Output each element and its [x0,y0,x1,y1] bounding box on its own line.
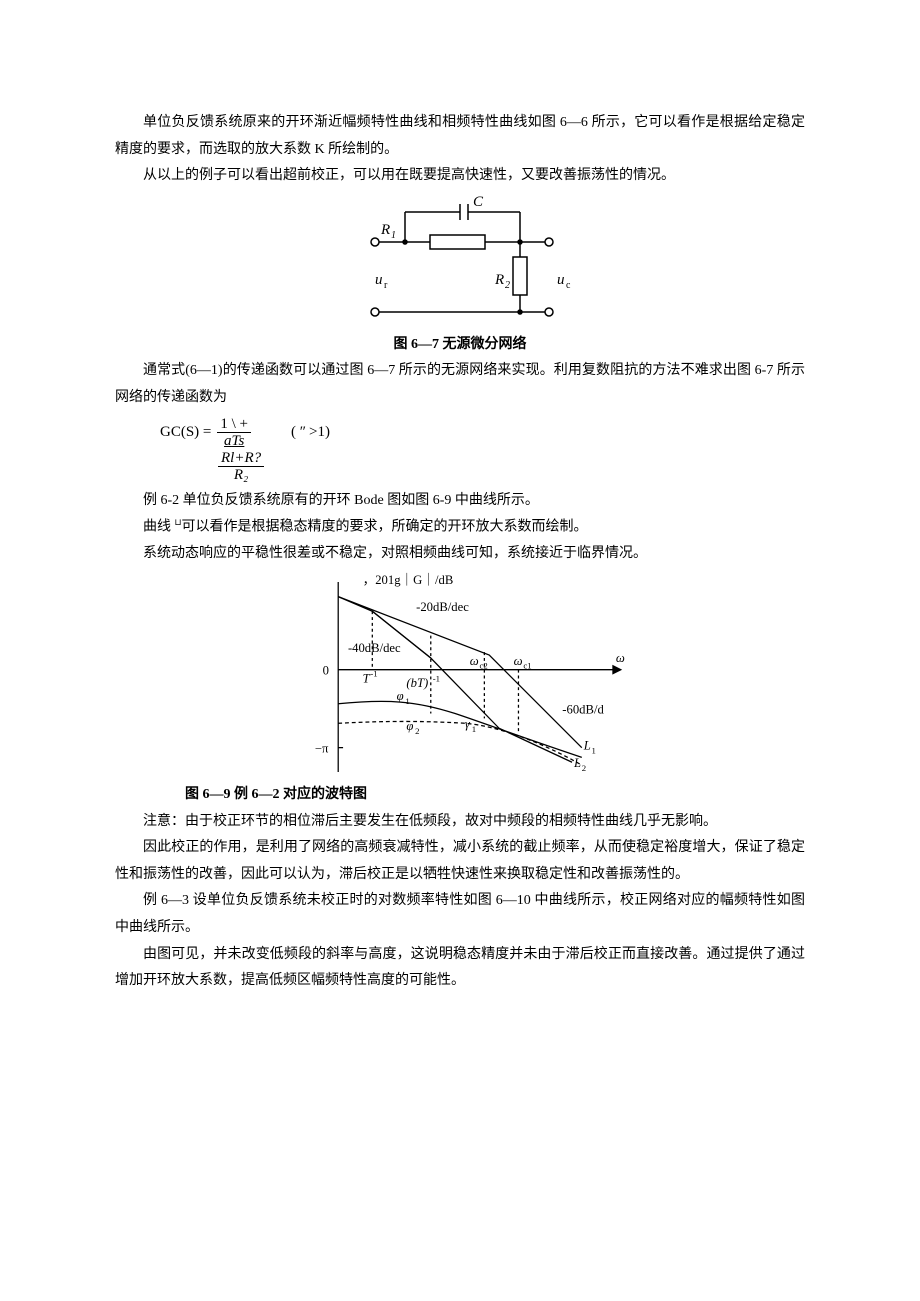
formula-lhs: GC(S) = [160,418,211,447]
label-R1: R [380,222,390,238]
paragraph-4: 例 6-2 单位负反馈系统原有的开环 Bode 图如图 6-9 中曲线所示。 [115,488,805,515]
p5-box: ⊔ [175,517,182,527]
p5-pre: 曲线 [143,520,175,535]
bode-L2: L [573,756,581,770]
paragraph-8: 因此校正的作用，是利用了网络的高频衰减特性，减小系统的截止频率，从而使稳定裕度增… [115,835,805,888]
paragraph-3: 通常式(6—1)的传递函数可以通过图 6—7 所示的无源网络来实现。利用复数阻抗… [115,358,805,411]
bode-phi2: φ [406,719,413,733]
svg-text:1: 1 [405,696,409,706]
document-page: 单位负反馈系统原来的开环渐近幅频特性曲线和相频特性曲线如图 6—6 所示，它可以… [0,0,920,1301]
svg-text:1: 1 [391,230,396,241]
label-R2: R [494,272,504,288]
bode-L1: L [583,739,591,753]
bode-minus40: -40dB/dec [348,641,401,655]
svg-text:r: r [384,280,388,291]
paragraph-1: 单位负反馈系统原来的开环渐近幅频特性曲线和相频特性曲线如图 6—6 所示，它可以… [115,110,805,163]
formula-cond: ( ʺ >1) [291,418,330,447]
formula-gc: GC(S) = 1 \ + aTs ( ʺ >1) Rl+R? R₂ [160,416,805,484]
svg-text:2: 2 [415,726,419,736]
svg-text:-1: -1 [433,673,440,683]
svg-text:2: 2 [582,763,586,773]
bode-phi1: φ [397,689,404,703]
formula-Ts: Ts [232,433,245,449]
paragraph-7: 注意：由于校正环节的相位滞后主要发生在低频段，故对中频段的相频特性曲线几乎无影响… [115,809,805,836]
formula-a: a [224,433,232,449]
bode-wc2: ω [470,654,479,668]
bode-minus20: -20dB/dec [416,600,469,614]
paragraph-5: 曲线 ⊔可以看作是根据稳态精度的要求，所确定的开环放大系数而绘制。 [115,514,805,541]
figure-6-7-caption: 图 6—7 无源微分网络 [115,332,805,359]
bode-wc1: ω [514,654,523,668]
formula-R?: +R? [234,450,261,466]
figure-6-9-bode: ，201g｜G｜/dB -20dB/dec -40dB/dec -60dB/d … [270,572,650,782]
paragraph-10: 由图可见，并未改变低频段的斜率与高度，这说明稳态精度并未由于滞后校正而直接改善。… [115,942,805,995]
bode-ylabel: ，201g｜G｜/dB [363,573,454,587]
bode-minus-pi: −π [315,742,329,756]
svg-text:c: c [566,280,571,291]
svg-text:c2: c2 [479,661,487,671]
svg-text:2: 2 [505,280,510,291]
paragraph-9: 例 6—3 设单位负反馈系统未校正时的对数频率特性如图 6—10 中曲线所示，校… [115,888,805,941]
bode-bT: (bT) [406,676,428,690]
formula-R2: R₂ [231,467,251,484]
bode-minus60: -60dB/d [562,703,604,717]
svg-text:-1: -1 [370,669,377,679]
label-ur: u [375,272,383,288]
formula-Rl: Rl [221,450,234,466]
svg-text:1: 1 [592,745,596,755]
formula-num1: 1 \ + [217,416,251,434]
paragraph-2: 从以上的例子可以看出超前校正，可以用在既要提高快速性，又要改善振荡性的情况。 [115,163,805,190]
p5-post: 可以看作是根据稳态精度的要求，所确定的开环放大系数而绘制。 [182,520,588,535]
label-C: C [473,194,484,210]
bode-omega: ω [616,651,625,665]
paragraph-6: 系统动态响应的平稳性很差或不稳定，对照相频曲线可知，系统接近于临界情况。 [115,541,805,568]
label-uc: u [557,272,565,288]
bode-T: T [363,671,371,685]
figure-6-7-circuit: R 1 C R 2 u r u c [335,192,585,332]
svg-text:1: 1 [472,724,476,734]
figure-6-9-caption: 图 6—9 例 6—2 对应的波特图 [115,782,805,809]
bode-zero: 0 [323,664,329,678]
svg-text:c1: c1 [523,661,531,671]
